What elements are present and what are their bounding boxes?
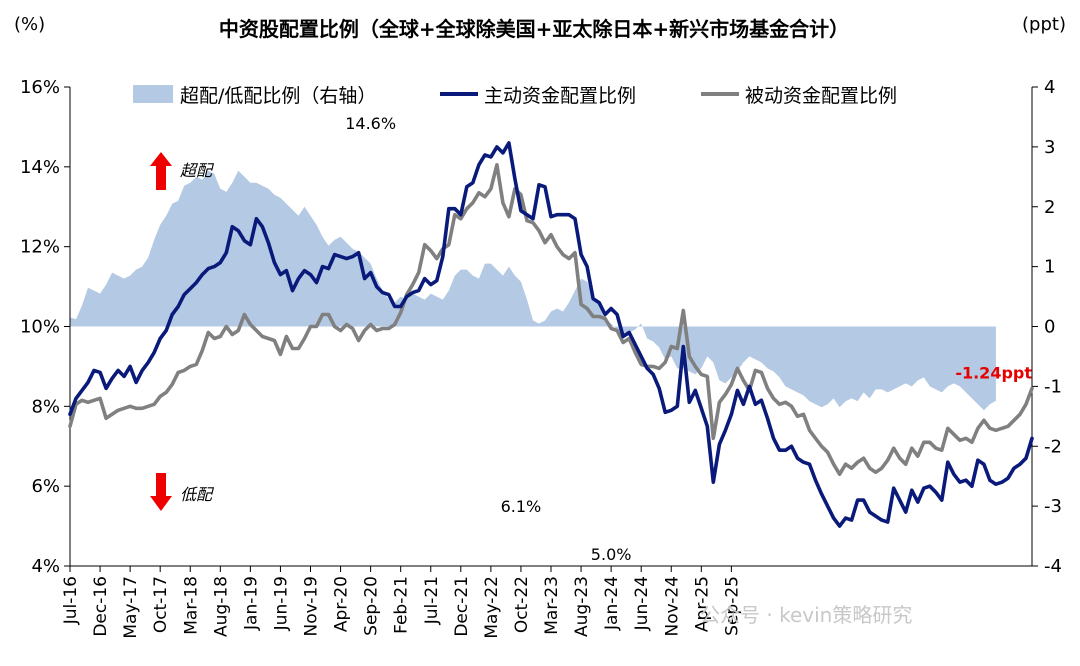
data-label: 14.6% bbox=[345, 114, 396, 133]
right-tick-label: 4 bbox=[1044, 77, 1055, 98]
x-tick-label: Dec-16 bbox=[91, 576, 111, 637]
x-tick-label: Sep-25 bbox=[722, 576, 742, 636]
right-tick-label: -2 bbox=[1044, 436, 1062, 457]
right-tick-label: 3 bbox=[1044, 137, 1055, 158]
x-tick-label: Nov-19 bbox=[302, 576, 322, 637]
data-label: 6.1% bbox=[501, 497, 542, 516]
x-tick-label: Jul-16 bbox=[61, 576, 81, 625]
x-tick-label: Mar-23 bbox=[542, 576, 562, 635]
left-tick-label: 8% bbox=[31, 396, 60, 417]
legend-label-passive: 被动资金配置比例 bbox=[745, 85, 897, 107]
active-allocation-line bbox=[68, 141, 1034, 528]
left-tick-label: 6% bbox=[31, 476, 60, 497]
x-tick-label: Jun-24 bbox=[632, 576, 652, 631]
x-tick-label: Jul-21 bbox=[422, 576, 442, 625]
data-label: 5.0% bbox=[591, 545, 632, 564]
right-tick-label: 1 bbox=[1044, 257, 1055, 278]
legend: 超配/低配比例（右轴） 主动资金配置比例 被动资金配置比例 bbox=[133, 85, 897, 107]
right-tick-label: -3 bbox=[1044, 496, 1062, 517]
left-tick-label: 16% bbox=[20, 77, 60, 98]
left-tick-label: 12% bbox=[20, 237, 60, 258]
x-tick-label: Aug-23 bbox=[572, 576, 592, 637]
left-axis-unit: (%) bbox=[14, 14, 45, 35]
data-label: -1.24ppt bbox=[955, 364, 1032, 383]
axes-layer: 4% 6% 8% 10% 12% 14% 16% -4 -3 -2 -1 0 1 2 3 4 Jul-16 Dec… bbox=[20, 77, 1062, 639]
legend-label-area: 超配/低配比例（右轴） bbox=[180, 85, 376, 107]
x-tick-label: Nov-24 bbox=[662, 576, 682, 637]
x-tick-label: Oct-22 bbox=[512, 576, 532, 633]
right-tick-label: -1 bbox=[1044, 376, 1062, 397]
x-tick-label: Sep-20 bbox=[362, 576, 382, 636]
x-tick-label: Mar-18 bbox=[181, 576, 201, 635]
passive-allocation-line bbox=[68, 163, 1034, 477]
right-tick-label: -4 bbox=[1044, 556, 1062, 577]
down-arrow-icon bbox=[150, 473, 172, 511]
right-tick-label: 2 bbox=[1044, 197, 1055, 218]
legend-label-active: 主动资金配置比例 bbox=[484, 85, 636, 107]
watermark: 公众号 · kevin策略研究 bbox=[700, 603, 912, 627]
x-tick-label: Oct-17 bbox=[151, 576, 171, 633]
area-layer bbox=[70, 170, 996, 411]
overweight-marker: 超配 bbox=[150, 152, 215, 190]
left-tick-label: 14% bbox=[20, 157, 60, 178]
left-tick-label: 10% bbox=[20, 317, 60, 338]
x-tick-label: Apr-20 bbox=[332, 576, 352, 632]
legend-swatch-area bbox=[133, 85, 173, 103]
left-tick-label: 4% bbox=[31, 556, 60, 577]
overweight-area bbox=[70, 170, 996, 411]
overweight-label: 超配 bbox=[180, 161, 215, 180]
x-tick-label: Jun-19 bbox=[271, 576, 291, 631]
up-arrow-icon bbox=[150, 152, 172, 190]
underweight-label: 低配 bbox=[180, 485, 215, 504]
x-tick-label: Aug-18 bbox=[211, 576, 231, 637]
right-axis-unit: (ppt) bbox=[1022, 14, 1066, 35]
chart-title: 中资股配置比例（全球+全球除美国+亚太除日本+新兴市场基金合计） bbox=[219, 17, 849, 41]
x-tick-label: Dec-21 bbox=[452, 576, 472, 637]
x-tick-label: Feb-21 bbox=[392, 576, 412, 634]
x-tick-label: Jan-24 bbox=[602, 576, 622, 631]
x-tick-label: Jan-19 bbox=[241, 576, 261, 631]
x-tick-label: May-17 bbox=[121, 576, 141, 639]
x-tick-label: May-22 bbox=[482, 576, 502, 639]
right-tick-label: 0 bbox=[1044, 317, 1055, 338]
lines-layer bbox=[68, 141, 1034, 528]
x-tick-label: Apr-25 bbox=[692, 576, 712, 632]
labels-layer: 14.6% 6.1% 5.0% -1.24ppt bbox=[345, 114, 1032, 564]
underweight-marker: 低配 bbox=[150, 473, 215, 511]
